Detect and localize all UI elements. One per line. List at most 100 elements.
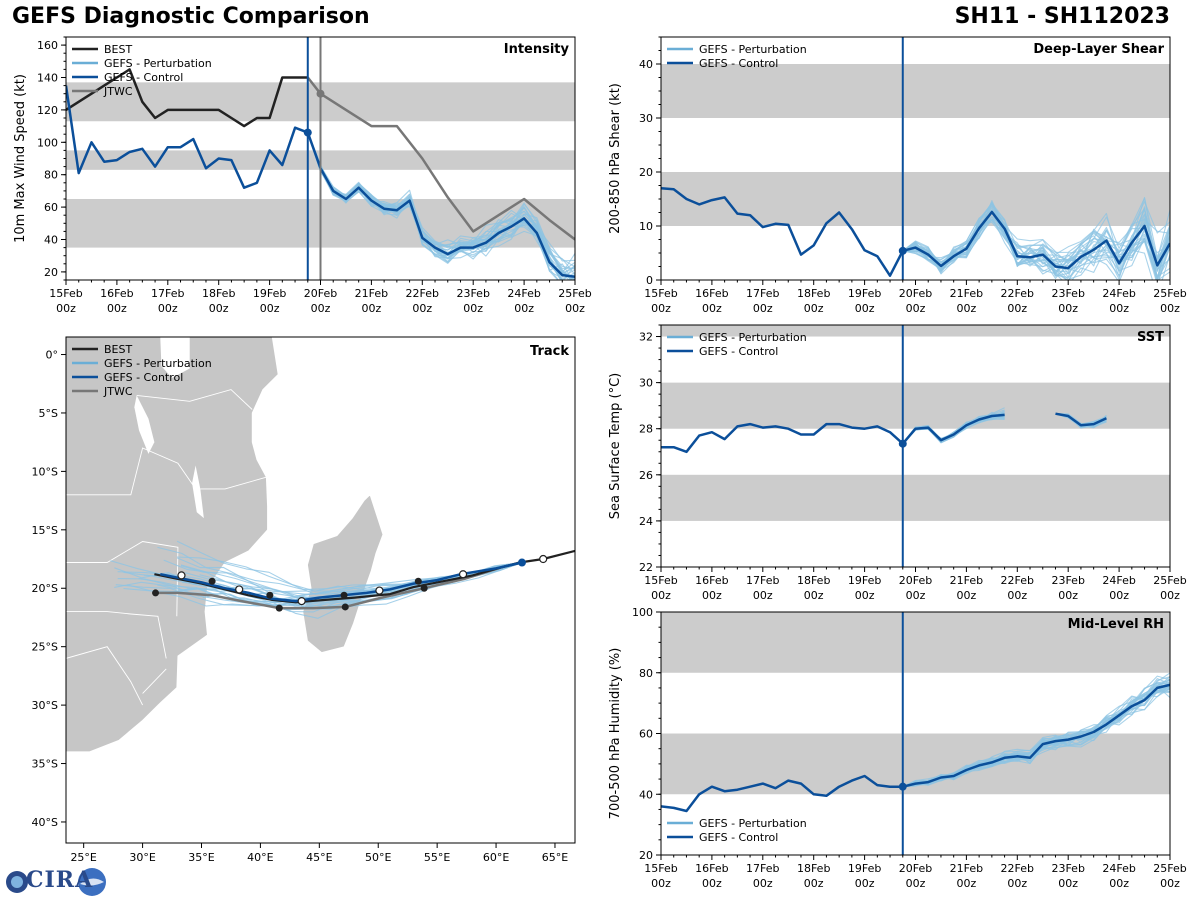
y-tick-label: 140 <box>37 72 58 85</box>
track-marker-open <box>458 570 468 579</box>
y-tick-label: 40°S <box>32 816 58 829</box>
control-init-marker <box>303 128 312 137</box>
x-tick-sublabel: 00z <box>1058 877 1078 890</box>
x-tick-label: 17Feb <box>151 287 184 300</box>
y-tick-label: 28 <box>639 423 653 436</box>
x-tick-sublabel: 00z <box>855 877 875 890</box>
x-tick-label: 15Feb <box>644 287 677 300</box>
title-left: GEFS Diagnostic Comparison <box>12 4 370 29</box>
map-area <box>66 337 575 753</box>
x-tick-sublabel: 00z <box>260 302 280 315</box>
x-tick-label: 24Feb <box>1102 574 1135 587</box>
rh-panel: 20 40 60 80 100 15Feb 00z 16Feb 00z 17Feb 00z 18Feb… <box>608 606 1187 890</box>
legend-label: GEFS - Perturbation <box>699 331 807 344</box>
x-tick-label: 60°E <box>483 851 509 864</box>
x-tick-label: 20Feb <box>899 287 932 300</box>
x-tick-sublabel: 00z <box>463 302 483 315</box>
x-tick-label: 24Feb <box>507 287 540 300</box>
y-tick-label: 40 <box>639 58 653 71</box>
y-axis-label: Sea Surface Temp (°C) <box>608 373 623 520</box>
x-tick-sublabel: 00z <box>651 877 671 890</box>
x-tick-sublabel: 00z <box>158 302 178 315</box>
x-tick-label: 30°E <box>129 851 155 864</box>
best-line <box>66 68 308 128</box>
country-border <box>142 668 167 694</box>
y-tick-label: 24 <box>639 515 653 528</box>
x-tick-label: 21Feb <box>950 287 983 300</box>
title-right: SH11 - SH112023 <box>954 4 1170 29</box>
climatology-band <box>661 612 1170 673</box>
x-tick-label: 23Feb <box>1051 862 1084 875</box>
country-border <box>136 389 253 410</box>
x-tick-label: 45°E <box>306 851 332 864</box>
y-tick-label: 20 <box>639 166 653 179</box>
panel-title: Deep-Layer Shear <box>1033 42 1164 57</box>
legend-label: BEST <box>104 43 132 56</box>
legend-label: JTWC <box>103 85 133 98</box>
legend-label: GEFS - Perturbation <box>104 357 212 370</box>
y-tick-label: 20°S <box>32 582 58 595</box>
lake-tanganyika <box>134 395 155 454</box>
x-tick-sublabel: 00z <box>957 302 977 315</box>
x-tick-label: 21Feb <box>950 574 983 587</box>
track-marker-filled <box>340 591 348 599</box>
plot-area <box>661 612 1170 813</box>
x-tick-sublabel: 00z <box>804 877 824 890</box>
perturbation-line <box>902 201 1170 279</box>
cira-logo: CIRA <box>6 866 106 898</box>
panel-title: Track <box>530 344 569 359</box>
x-tick-sublabel: 00z <box>565 302 585 315</box>
x-tick-sublabel: 00z <box>1007 877 1027 890</box>
track-marker-open <box>375 586 384 595</box>
x-tick-label: 21Feb <box>355 287 388 300</box>
x-tick-label: 15Feb <box>49 287 82 300</box>
y-tick-label: 40 <box>44 234 58 247</box>
x-tick-label: 23Feb <box>1051 287 1084 300</box>
y-tick-label: 22 <box>639 561 653 574</box>
madagascar-land <box>302 494 384 653</box>
country-border <box>66 447 196 496</box>
track-marker-filled <box>420 584 428 592</box>
x-tick-sublabel: 00z <box>1007 302 1027 315</box>
plot-area <box>661 64 1170 280</box>
x-tick-label: 23Feb <box>456 287 489 300</box>
x-tick-sublabel: 00z <box>651 589 671 602</box>
x-tick-sublabel: 00z <box>702 877 722 890</box>
control-init-marker <box>898 246 907 255</box>
x-tick-sublabel: 00z <box>702 302 722 315</box>
x-tick-sublabel: 00z <box>209 302 229 315</box>
x-tick-sublabel: 00z <box>107 302 127 315</box>
x-tick-sublabel: 00z <box>362 302 382 315</box>
sst-panel: 22 24 26 28 30 32 15Feb 00z 16Feb 00z 17Feb 00z 18Fe… <box>608 324 1187 602</box>
perturbation-line <box>307 132 562 280</box>
y-tick-label: 15°S <box>32 524 58 537</box>
intensity-panel: 20 40 60 80 100 120 140 160 15Feb 00z 16Feb 00z 17Fe… <box>13 36 592 315</box>
x-tick-label: 19Feb <box>253 287 286 300</box>
track-marker-filled <box>275 604 283 612</box>
x-tick-label: 21Feb <box>950 862 983 875</box>
x-tick-label: 25Feb <box>1153 862 1186 875</box>
legend-label: GEFS - Perturbation <box>699 43 807 56</box>
legend-label: JTWC <box>103 385 133 398</box>
control-forecast-line <box>902 210 1170 270</box>
y-tick-label: 35°S <box>32 758 58 771</box>
country-border <box>66 541 179 617</box>
x-tick-sublabel: 00z <box>804 589 824 602</box>
x-tick-label: 50°E <box>365 851 391 864</box>
y-tick-label: 20 <box>639 849 653 862</box>
x-tick-label: 25Feb <box>1153 287 1186 300</box>
x-tick-label: 20Feb <box>899 574 932 587</box>
x-tick-sublabel: 00z <box>1160 877 1180 890</box>
track-marker-open <box>177 571 186 580</box>
control-forecast-line <box>901 413 1005 445</box>
y-tick-label: 60 <box>639 728 653 741</box>
jtwc-init-marker <box>316 89 325 98</box>
climatology-band <box>661 474 1170 521</box>
legend-label: GEFS - Perturbation <box>104 57 212 70</box>
x-tick-label: 24Feb <box>1102 862 1135 875</box>
x-tick-label: 17Feb <box>746 862 779 875</box>
jtwc-track <box>155 561 523 610</box>
legend-label: BEST <box>104 343 132 356</box>
x-tick-label: 20Feb <box>899 862 932 875</box>
